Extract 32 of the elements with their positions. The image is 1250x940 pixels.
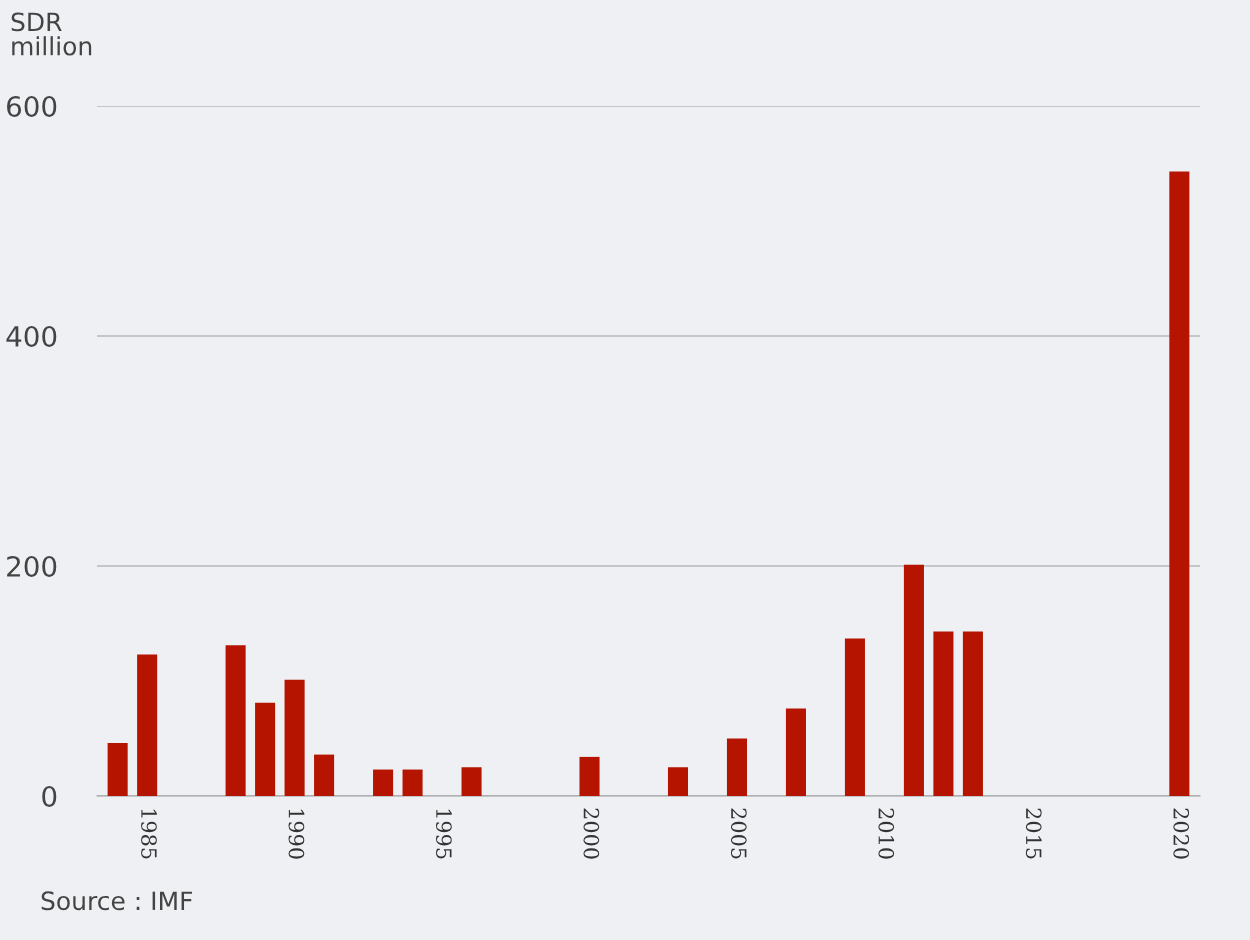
- x-tick-label: 1990: [288, 809, 305, 859]
- bar: [1169, 171, 1190, 796]
- bar: [373, 769, 394, 796]
- bar: [667, 767, 689, 796]
- bar: [962, 631, 983, 796]
- y-axis-title: SDR million: [11, 12, 92, 56]
- bar: [314, 754, 335, 796]
- bar: [785, 708, 806, 796]
- x-tick-label: 2015: [1025, 808, 1042, 859]
- bar: [903, 564, 924, 796]
- bar: [844, 638, 865, 796]
- bar: [402, 769, 423, 796]
- y-tick-label: 0: [42, 785, 57, 807]
- x-tick-label: 1995: [436, 809, 452, 859]
- x-tick-label: 2000: [583, 808, 600, 859]
- y-tick-label: 600: [7, 95, 57, 117]
- x-tick-label: 2010: [878, 808, 895, 859]
- bar: [284, 679, 305, 796]
- bar: [726, 738, 747, 796]
- source-note: Source : IMF: [41, 891, 193, 911]
- x-tick-label: 2005: [730, 808, 747, 859]
- y-tick-label: 400: [6, 325, 57, 347]
- bar: [579, 756, 600, 796]
- bar: [255, 702, 276, 796]
- bar: [137, 654, 158, 796]
- y-tick-label: 200: [7, 555, 57, 577]
- bar: [107, 743, 128, 796]
- x-tick-label: 1985: [141, 809, 157, 859]
- bar: [933, 631, 954, 796]
- bar: [225, 645, 246, 796]
- bar: [461, 767, 482, 796]
- x-tick-label: 2020: [1173, 808, 1190, 859]
